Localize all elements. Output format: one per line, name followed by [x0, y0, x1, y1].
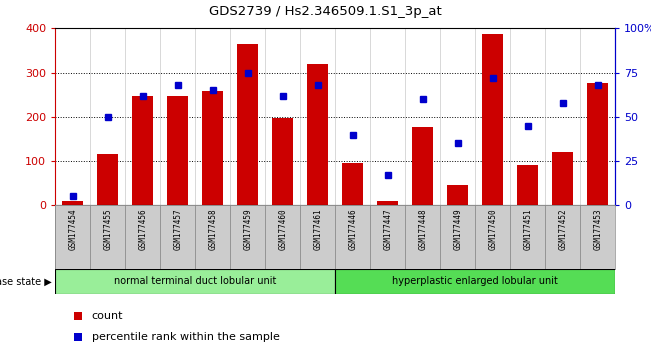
Bar [482, 34, 503, 205]
Text: GSM177461: GSM177461 [313, 209, 322, 250]
Text: normal terminal duct lobular unit: normal terminal duct lobular unit [114, 276, 277, 286]
Bar [517, 166, 538, 205]
Bar [552, 152, 573, 205]
Bar [370, 205, 405, 269]
Text: GSM177452: GSM177452 [558, 209, 567, 250]
Bar [230, 205, 266, 269]
Text: GSM177454: GSM177454 [68, 209, 77, 250]
Bar [587, 83, 608, 205]
Bar [160, 205, 195, 269]
Bar [342, 163, 363, 205]
Bar [62, 201, 83, 205]
Bar [266, 205, 300, 269]
Bar [272, 118, 293, 205]
Text: GSM177447: GSM177447 [383, 209, 393, 250]
Bar [237, 44, 258, 205]
Bar [377, 201, 398, 205]
Text: GSM177448: GSM177448 [418, 209, 427, 250]
Bar [55, 205, 90, 269]
Text: GSM177451: GSM177451 [523, 209, 533, 250]
Bar [125, 205, 160, 269]
Text: percentile rank within the sample: percentile rank within the sample [92, 332, 279, 342]
Bar [167, 97, 188, 205]
Bar [300, 205, 335, 269]
Bar [440, 205, 475, 269]
Text: GSM177459: GSM177459 [243, 209, 253, 250]
Text: hyperplastic enlarged lobular unit: hyperplastic enlarged lobular unit [393, 276, 558, 286]
Bar [132, 96, 153, 205]
Bar [335, 269, 615, 294]
Text: count: count [92, 311, 123, 321]
Bar [307, 64, 328, 205]
Bar [447, 185, 468, 205]
Text: GSM177456: GSM177456 [138, 209, 147, 250]
Bar [55, 269, 335, 294]
Text: GSM177453: GSM177453 [593, 209, 602, 250]
Text: GSM177455: GSM177455 [104, 209, 113, 250]
Text: disease state ▶: disease state ▶ [0, 276, 52, 286]
Text: GSM177449: GSM177449 [453, 209, 462, 250]
Bar [580, 205, 615, 269]
Bar [545, 205, 580, 269]
Bar [98, 154, 118, 205]
Bar [335, 205, 370, 269]
Text: GSM177460: GSM177460 [278, 209, 287, 250]
Bar [202, 91, 223, 205]
Text: GDS2739 / Hs2.346509.1.S1_3p_at: GDS2739 / Hs2.346509.1.S1_3p_at [209, 5, 442, 18]
Text: GSM177450: GSM177450 [488, 209, 497, 250]
Bar [195, 205, 230, 269]
Bar [412, 127, 433, 205]
Bar [510, 205, 545, 269]
Bar [90, 205, 125, 269]
Text: GSM177446: GSM177446 [348, 209, 357, 250]
Bar [405, 205, 440, 269]
Bar [475, 205, 510, 269]
Text: GSM177457: GSM177457 [173, 209, 182, 250]
Text: GSM177458: GSM177458 [208, 209, 217, 250]
